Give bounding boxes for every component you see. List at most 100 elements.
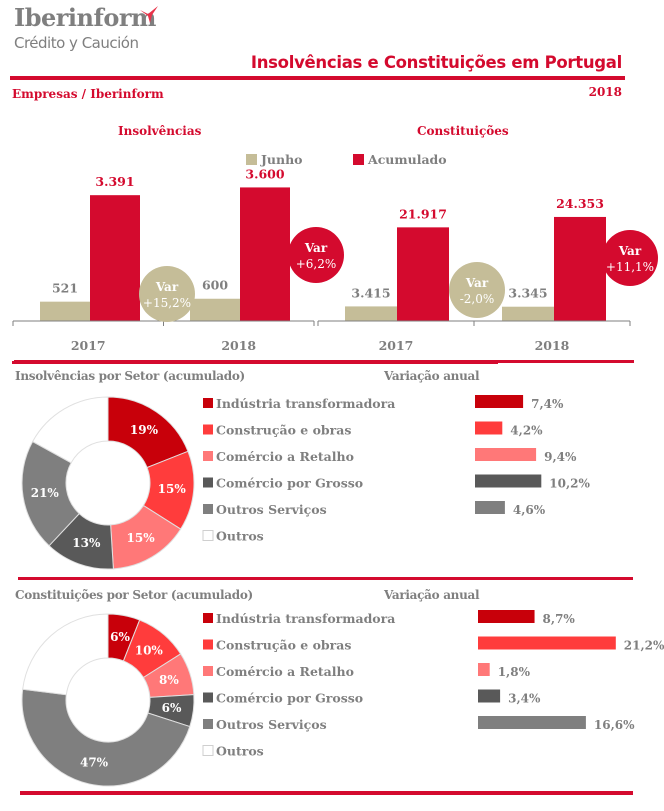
- legend-label: Indústria transformadora: [216, 611, 395, 626]
- variation-badge: [602, 230, 658, 286]
- variation-badge-label: Var: [304, 241, 328, 255]
- donut-slice-label: 15%: [127, 531, 156, 545]
- legend-label: Comércio por Grosso: [216, 476, 363, 491]
- variation-badge-label: Var: [155, 280, 179, 294]
- variation-bar: [475, 395, 524, 408]
- donut-slice-label: 21%: [31, 486, 60, 500]
- variation-badge-value: +6,2%: [296, 257, 337, 271]
- legend-label: Outros Serviços: [216, 502, 327, 517]
- logo-tagline: Crédito y Caución: [14, 34, 139, 52]
- x-tick-label: 2018: [535, 338, 570, 353]
- bar-junho-2018: [190, 298, 240, 321]
- variation-value: 8,7%: [543, 612, 576, 626]
- variation-bar: [475, 474, 542, 488]
- data-label: 3.415: [351, 285, 390, 300]
- donut-slice-label: 6%: [162, 701, 182, 715]
- data-label: 3.345: [508, 286, 547, 301]
- legend-label-junho: Junho: [261, 152, 303, 167]
- variation-value: 4,6%: [513, 503, 546, 517]
- bar-junho-2017: [345, 306, 397, 321]
- legend-swatch: [203, 451, 213, 461]
- donut-slice-4: [21, 688, 191, 787]
- bar-acumulado-2018: [240, 187, 290, 321]
- bar-junho-2018: [502, 306, 554, 321]
- variation-badge: [288, 227, 344, 283]
- legend-label: Indústria transformadora: [216, 396, 395, 411]
- donut-slice-label: 47%: [80, 755, 109, 769]
- variation-bar: [478, 636, 616, 650]
- data-label: 3.391: [95, 174, 134, 189]
- variation-title-constituicoes: Variação anual: [384, 588, 480, 602]
- logo-wordmark: Iberinform: [14, 3, 156, 32]
- legend-label: Outros: [216, 744, 264, 759]
- data-label: 21.917: [399, 206, 447, 221]
- legend-swatch: [203, 477, 213, 488]
- variation-badge-value: +15,2%: [143, 296, 191, 310]
- divider: [10, 76, 625, 80]
- variation-bar: [475, 448, 537, 461]
- legend-swatch: [203, 719, 213, 729]
- x-tick-label: 2017: [71, 338, 106, 353]
- data-label: 600: [202, 278, 228, 293]
- legend-label: Comércio a Retalho: [216, 449, 354, 464]
- section-title-insolvencias-setor: Insolvências por Setor (acumulado): [15, 369, 245, 383]
- legend-swatch: [203, 613, 213, 623]
- divider-insolvencias-setor: [14, 360, 634, 363]
- legend-acumulado: Acumulado: [353, 152, 447, 167]
- x-tick-label: 2017: [379, 338, 414, 353]
- legend-swatch-acumulado: [353, 154, 364, 165]
- bar-acumulado-2018: [554, 216, 606, 321]
- x-tick-label: 2018: [221, 338, 256, 353]
- donut-slice-label: 13%: [72, 536, 101, 550]
- bar-charts: 521 3.391 2017 600 3.600 2018 Var +15,2% Var +6,2…: [12, 166, 658, 353]
- variation-badge-label: Var: [465, 276, 489, 290]
- variation-bar: [475, 421, 503, 435]
- legend-swatch: [203, 424, 213, 435]
- legend-swatch: [203, 504, 213, 514]
- donut-slice-label: 19%: [130, 423, 159, 437]
- donut-slice-5: [31, 396, 109, 464]
- legend-label: Construção e obras: [216, 638, 351, 653]
- data-label: 3.600: [245, 166, 284, 181]
- bar-acumulado-2017: [397, 227, 449, 321]
- legend-swatch: [202, 745, 214, 756]
- variation-value: 7,4%: [531, 397, 564, 411]
- legend-swatch: [203, 692, 213, 703]
- logo-plane-icon: [140, 6, 158, 23]
- bar-junho-2017: [40, 301, 90, 321]
- donut-slice-label: 6%: [110, 630, 130, 644]
- chart-title-constituicoes: Constituições: [417, 124, 509, 138]
- divider-footer: [20, 791, 633, 795]
- variation-value: 9,4%: [544, 450, 577, 464]
- variation-badge-value: -2,0%: [460, 292, 495, 306]
- legend-label: Outros Serviços: [216, 717, 327, 732]
- variation-value: 3,4%: [508, 692, 541, 706]
- variation-bar: [478, 663, 490, 676]
- variation-badge: [449, 262, 505, 318]
- donut-slice-5: [22, 613, 109, 696]
- year-label: 2018: [588, 85, 622, 99]
- legend-label: Outros: [216, 529, 264, 544]
- variation-value: 16,6%: [594, 718, 635, 732]
- variation-badge-label: Var: [618, 244, 642, 258]
- section-title-constituicoes-setor: Constituições por Setor (acumulado): [15, 588, 253, 602]
- variation-title-insolvencias: Variação anual: [384, 369, 480, 383]
- legend-swatch: [203, 398, 213, 408]
- variation-badge-value: +11,1%: [606, 260, 654, 274]
- variation-value: 10,2%: [549, 477, 590, 491]
- data-label: 521: [52, 281, 78, 296]
- legend-swatch: [203, 639, 213, 650]
- variation-value: 1,8%: [498, 665, 531, 679]
- variation-value: 4,2%: [510, 424, 543, 438]
- legend-label: Comércio por Grosso: [216, 691, 363, 706]
- donut-slice-label: 10%: [135, 644, 164, 658]
- legend-swatch-junho: [246, 154, 257, 165]
- legend-swatch: [202, 530, 214, 541]
- variation-badge: [139, 266, 195, 322]
- legend-label: Construção e obras: [216, 423, 351, 438]
- donut-slice-label: 8%: [159, 673, 179, 687]
- variation-bar: [478, 689, 501, 703]
- data-label: 24.353: [556, 196, 604, 211]
- bar-acumulado-2017: [90, 195, 140, 321]
